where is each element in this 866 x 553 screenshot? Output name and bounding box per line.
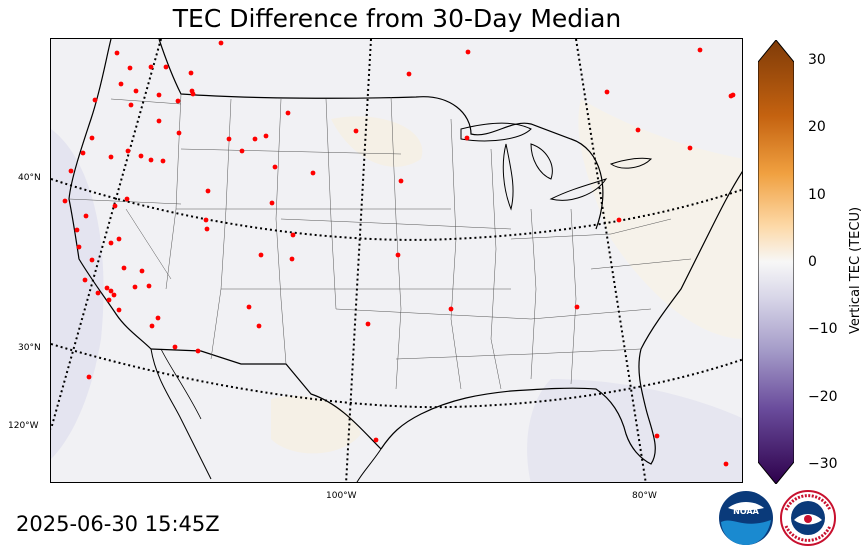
lon-80-line xyxy=(575,39,647,482)
colorbar-tick-neg10: −10 xyxy=(808,321,838,337)
svg-text:NOAA: NOAA xyxy=(733,507,759,516)
positive-tec-region-mexico xyxy=(271,395,361,454)
negative-tec-region-gulf xyxy=(527,379,742,482)
colorbar-fill xyxy=(758,40,794,484)
gnss-stations xyxy=(62,40,736,467)
lat-label-40n: 40°N xyxy=(18,173,41,183)
lat-label-30n: 30°N xyxy=(18,343,41,353)
lake-huron xyxy=(530,143,553,180)
lon-label-100w: 100°W xyxy=(326,491,357,501)
graticule xyxy=(51,39,742,482)
chart-title: TEC Difference from 30-Day Median xyxy=(172,4,622,33)
lon-label-80w: 80°W xyxy=(632,491,657,501)
lon-label-120w: 120°W xyxy=(8,421,39,431)
state-borders xyxy=(68,93,692,390)
nws-logo xyxy=(780,490,836,546)
timestamp: 2025-06-30 15:45Z xyxy=(16,512,220,536)
noaa-logo: NOAA xyxy=(719,491,773,545)
negative-tec-region-west xyxy=(51,129,104,459)
map-panel xyxy=(50,38,743,483)
colorbar-tick-10: 10 xyxy=(808,187,826,203)
colorbar-tick-20: 20 xyxy=(808,119,826,135)
mexico-border xyxy=(150,348,382,450)
us-map xyxy=(51,39,742,482)
lat-40-line xyxy=(51,178,742,241)
baja-coastline xyxy=(150,348,212,480)
colorbar-tick-neg30: −30 xyxy=(808,456,838,472)
lake-superior xyxy=(460,122,532,142)
gulf-atlantic-coastline xyxy=(380,171,742,465)
lake-michigan xyxy=(502,143,514,211)
gulf-of-california xyxy=(160,348,202,420)
lake-erie xyxy=(549,178,608,201)
lat-30-line xyxy=(51,343,742,409)
west-coastline xyxy=(68,39,152,350)
lon-100-line xyxy=(345,39,372,482)
colorbar-tick-neg20: −20 xyxy=(808,389,838,405)
lake-ontario xyxy=(609,157,653,169)
positive-tec-region-north xyxy=(331,116,423,167)
tec-colorbar xyxy=(758,40,794,484)
colorbar-tick-0: 0 xyxy=(808,254,817,270)
positive-tec-region-east xyxy=(578,99,742,339)
mexico-east-coast xyxy=(356,448,382,482)
colorbar-label: Vertical TEC (TECU) xyxy=(848,206,863,334)
colorbar-tick-30: 30 xyxy=(808,52,826,68)
